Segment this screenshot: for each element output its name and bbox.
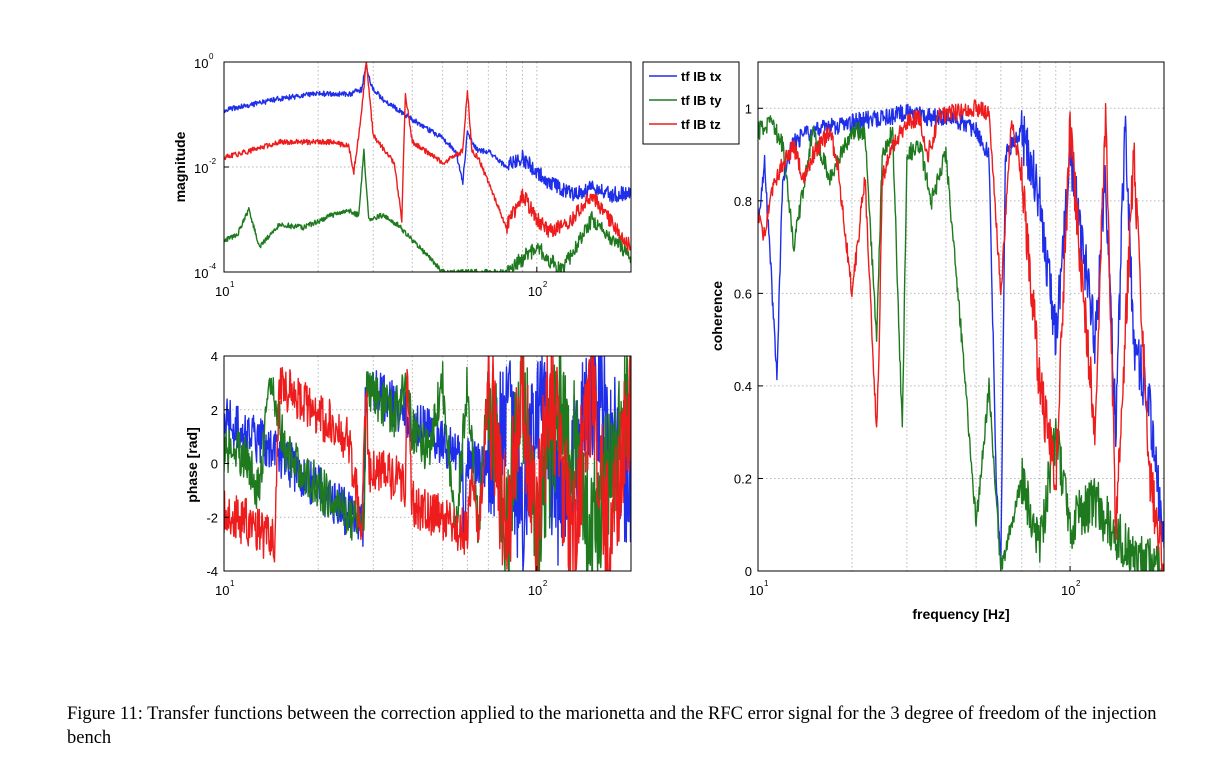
- y-tick-label: 0: [211, 457, 218, 472]
- x-axis-label: frequency [Hz]: [912, 606, 1009, 622]
- x-tick-label: 10: [1061, 583, 1075, 598]
- series-line-ty: [758, 115, 1164, 571]
- y-tick-label: 2: [211, 403, 218, 418]
- y-tick-exponent: 0: [209, 52, 214, 61]
- series-line-tz: [224, 62, 631, 252]
- x-tick-label: 10: [528, 583, 542, 598]
- y-tick-label: 1: [745, 101, 752, 116]
- series-line-tz: [758, 99, 1164, 571]
- y-tick-exponent: -2: [209, 157, 217, 166]
- plot-frame: [757, 61, 1165, 572]
- figure-caption: Figure 11: Transfer functions between th…: [67, 704, 1157, 748]
- y-tick-label: 0.4: [734, 379, 752, 394]
- grid: [224, 62, 631, 272]
- series-group: [224, 356, 631, 571]
- legend: tf IB tx tf IB ty tf IB tz: [642, 61, 740, 145]
- legend-entry: tf IB tz: [681, 117, 721, 132]
- x-tick-label: 10: [215, 284, 229, 299]
- x-tick-label: 10: [528, 284, 542, 299]
- x-tick-exponent: 1: [230, 579, 235, 588]
- x-tick-exponent: 2: [1076, 579, 1081, 588]
- y-tick-label: 0.6: [734, 286, 752, 301]
- series-line-ty: [224, 356, 631, 571]
- y-tick-label: 0: [745, 564, 752, 579]
- y-tick-label: 0.2: [734, 471, 752, 486]
- x-tick-exponent: 1: [230, 280, 235, 289]
- y-tick-exponent: -4: [209, 262, 217, 271]
- y-tick-label: 0.8: [734, 194, 752, 209]
- y-tick-label: -4: [206, 564, 218, 579]
- series-line-tz: [224, 356, 631, 571]
- series-line-tx: [758, 103, 1164, 571]
- y-axis-label: phase [rad]: [184, 427, 200, 502]
- x-tick-exponent: 2: [543, 579, 548, 588]
- y-axis-label: magnitude: [172, 131, 188, 202]
- y-tick-label: 10: [194, 161, 208, 176]
- x-tick-exponent: 2: [543, 280, 548, 289]
- y-tick-label: -2: [206, 510, 218, 525]
- y-tick-label: 10: [194, 56, 208, 71]
- x-tick-exponent: 1: [764, 579, 769, 588]
- y-tick-label: 10: [194, 266, 208, 281]
- series-line-tx: [224, 64, 631, 203]
- y-tick-label: 4: [211, 349, 218, 364]
- y-axis-label: coherence: [709, 281, 725, 351]
- legend-entry: tf IB ty: [681, 93, 722, 108]
- x-tick-label: 10: [749, 583, 763, 598]
- series-group: [224, 62, 631, 272]
- x-tick-label: 10: [215, 583, 229, 598]
- series-line-ty: [224, 148, 631, 272]
- legend-entry: tf IB tx: [681, 69, 722, 84]
- series-group: [758, 99, 1164, 571]
